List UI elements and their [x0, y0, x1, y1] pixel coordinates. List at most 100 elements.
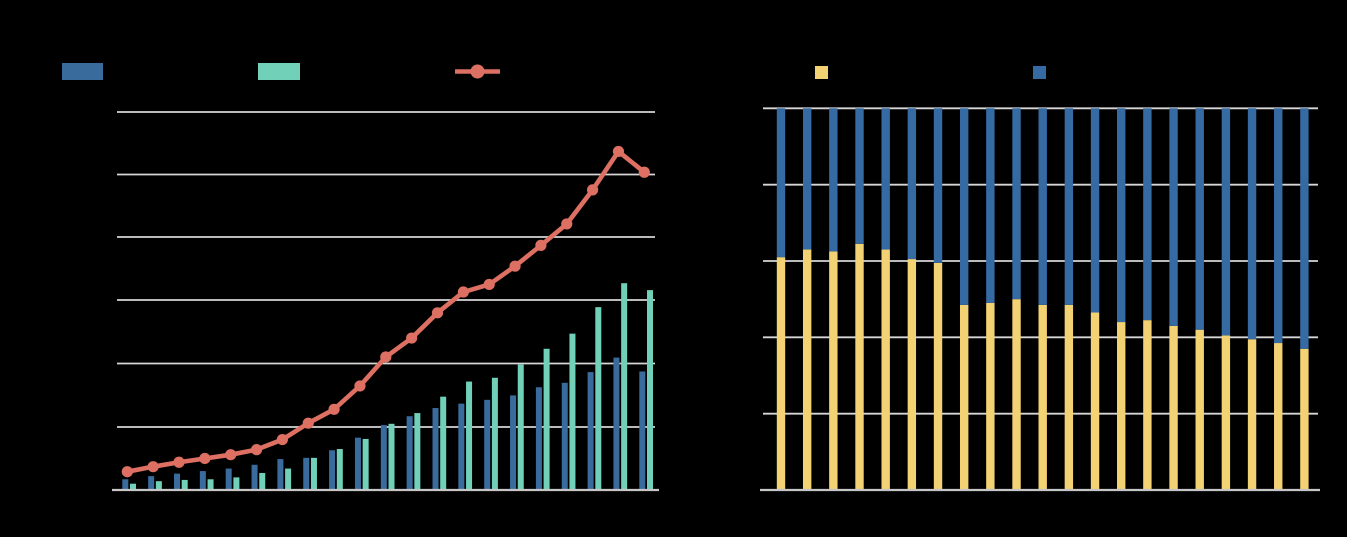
red-line-marker — [406, 332, 418, 344]
left-blue-bar — [174, 473, 180, 490]
right-blue-segment — [907, 108, 917, 260]
right-bars-blue — [776, 108, 1309, 349]
right-yellow-segment — [1117, 322, 1126, 490]
red-line-marker — [457, 286, 469, 298]
right-legend-swatch-blue — [1033, 66, 1046, 79]
left-teal-bar — [466, 381, 473, 490]
right-blue-segment — [855, 108, 864, 244]
right-yellow-segment — [1169, 325, 1178, 490]
right-blue-segment — [959, 108, 969, 305]
right-blue-segment — [776, 108, 786, 258]
right-yellow-segment — [1038, 304, 1047, 490]
red-line-marker — [147, 461, 159, 473]
right-yellow-segment — [1090, 312, 1100, 490]
right-yellow-segment — [1012, 299, 1021, 490]
left-teal-bar — [285, 468, 292, 490]
red-line-marker — [380, 351, 392, 363]
left-chart — [62, 63, 659, 492]
right-blue-segment — [1012, 108, 1021, 300]
left-blue-bar — [380, 425, 387, 490]
left-teal-bar — [569, 333, 576, 490]
right-blue-segment — [829, 108, 838, 252]
right-blue-segment — [1221, 108, 1231, 336]
left-blue-bar — [329, 450, 336, 490]
left-blue-bar — [613, 357, 620, 490]
left-teal-bar — [388, 423, 395, 490]
left-teal-bar — [414, 413, 421, 490]
left-teal-bar — [310, 457, 317, 490]
left-blue-bar — [354, 437, 361, 490]
left-blue-bar — [639, 371, 646, 490]
right-yellow-segment — [1064, 304, 1074, 490]
red-line-marker — [535, 239, 547, 251]
left-teal-bar — [621, 283, 628, 490]
right-yellow-segment — [1300, 348, 1309, 490]
right-chart — [760, 66, 1320, 492]
red-line-marker — [225, 449, 237, 461]
left-blue-bar — [587, 372, 594, 490]
red-line-marker — [276, 433, 288, 446]
right-bars-yellow — [776, 243, 1309, 490]
left-teal-bar — [517, 364, 524, 490]
left-teal-bar — [543, 348, 550, 490]
right-yellow-segment — [986, 302, 995, 490]
right-blue-segment — [1090, 108, 1100, 313]
left-blue-bar — [484, 399, 491, 490]
red-line-marker — [587, 184, 599, 196]
right-blue-segment — [1064, 108, 1074, 305]
right-blue-segment — [1038, 108, 1047, 305]
right-yellow-segment — [881, 249, 890, 490]
red-line-marker — [431, 307, 444, 319]
right-yellow-segment — [1274, 343, 1283, 490]
red-line-marker — [121, 466, 133, 478]
left-red-line-markers — [121, 145, 650, 478]
left-blue-bar — [458, 403, 465, 490]
red-line-marker — [612, 145, 625, 158]
right-blue-segment — [1274, 108, 1283, 344]
right-yellow-segment — [1195, 329, 1204, 490]
left-teal-bar — [155, 481, 162, 490]
left-blue-bar — [225, 468, 232, 490]
right-blue-segment — [1195, 108, 1204, 330]
left-teal-bar — [207, 479, 214, 490]
left-legend-red-marker — [470, 64, 485, 79]
left-blue-bar — [251, 464, 258, 490]
left-blue-bar — [510, 395, 517, 490]
left-teal-bar — [362, 438, 369, 490]
left-blue-bar — [199, 471, 206, 490]
left-bars-blue — [122, 357, 646, 490]
left-blue-bar — [535, 387, 542, 490]
right-legend — [815, 66, 1046, 79]
left-legend-swatch-blue — [62, 63, 103, 80]
right-blue-segment — [1169, 108, 1178, 326]
right-blue-segment — [1117, 108, 1126, 323]
left-teal-bar — [491, 377, 498, 490]
right-blue-segment — [1300, 108, 1309, 349]
right-yellow-segment — [855, 243, 864, 490]
red-line-marker — [638, 166, 650, 178]
left-teal-bar — [181, 479, 188, 490]
right-blue-segment — [1143, 108, 1152, 321]
red-line-marker — [250, 444, 263, 456]
left-blue-bar — [432, 408, 439, 490]
right-yellow-segment — [802, 249, 812, 490]
right-legend-swatch-yellow — [815, 66, 828, 79]
red-line-marker — [199, 452, 211, 465]
right-blue-segment — [1247, 108, 1257, 340]
left-teal-bar — [233, 477, 240, 490]
right-yellow-segment — [776, 257, 786, 490]
right-blue-segment — [986, 108, 995, 303]
right-yellow-segment — [907, 259, 917, 490]
left-blue-bar — [561, 382, 568, 490]
red-line-marker — [173, 456, 185, 468]
left-teal-bar — [336, 449, 343, 490]
right-blue-segment — [933, 108, 943, 263]
right-yellow-segment — [1143, 320, 1152, 490]
right-blue-segment — [881, 108, 890, 250]
red-line-marker — [509, 260, 521, 272]
left-teal-bar — [130, 483, 136, 490]
left-teal-bar — [595, 307, 602, 490]
red-line-marker — [354, 380, 366, 392]
